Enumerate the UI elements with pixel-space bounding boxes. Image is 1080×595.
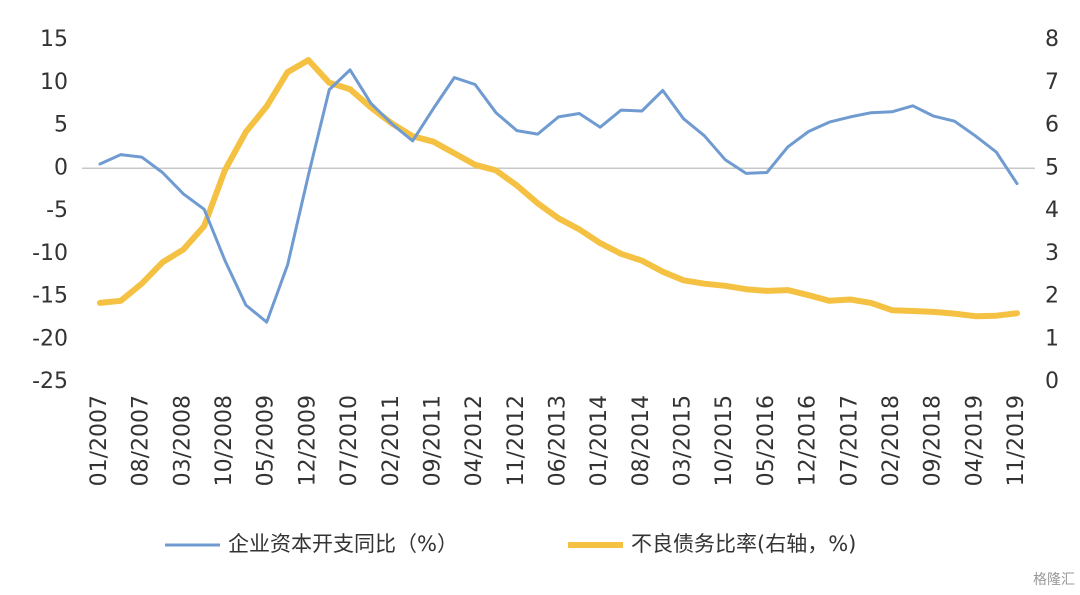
x-tick-label: 10/2008 bbox=[212, 395, 237, 486]
series-line bbox=[98, 68, 1019, 324]
series-line bbox=[97, 57, 1020, 320]
x-tick-label: 02/2018 bbox=[879, 395, 904, 486]
y-tick-label: -5 bbox=[46, 198, 68, 223]
y2-tick-label: 6 bbox=[1045, 113, 1059, 138]
x-tick-label: 08/2014 bbox=[629, 395, 654, 486]
x-tick-label: 04/2019 bbox=[962, 395, 987, 486]
x-tick-label: 11/2019 bbox=[1004, 395, 1029, 486]
x-tick-label: 05/2016 bbox=[754, 395, 779, 486]
x-tick-label: 01/2007 bbox=[87, 395, 112, 486]
y2-tick-label: 0 bbox=[1045, 369, 1059, 394]
y2-tick-label: 2 bbox=[1045, 284, 1059, 309]
y-tick-label: 5 bbox=[54, 113, 68, 138]
y2-tick-label: 1 bbox=[1045, 326, 1059, 351]
x-tick-label: 01/2014 bbox=[587, 395, 612, 486]
y2-tick-label: 5 bbox=[1045, 155, 1059, 180]
x-tick-label: 10/2015 bbox=[712, 395, 737, 486]
y-tick-label: 10 bbox=[40, 70, 68, 95]
x-tick-label: 12/2009 bbox=[295, 395, 320, 486]
legend-label: 不良债务比率(右轴，%) bbox=[631, 532, 856, 556]
x-tick-label: 11/2012 bbox=[504, 395, 529, 486]
y2-tick-label: 4 bbox=[1045, 198, 1059, 223]
y-tick-label: -25 bbox=[32, 369, 68, 394]
watermark: 格隆汇 bbox=[1033, 572, 1075, 588]
x-tick-label: 05/2009 bbox=[254, 395, 279, 486]
x-tick-label: 03/2008 bbox=[170, 395, 195, 486]
y-tick-label: -15 bbox=[32, 284, 68, 309]
x-tick-label: 07/2010 bbox=[337, 395, 362, 486]
legend-label: 企业资本开支同比（%） bbox=[228, 532, 458, 556]
y2-tick-label: 3 bbox=[1045, 241, 1059, 266]
y2-tick-label: 8 bbox=[1045, 27, 1059, 52]
x-tick-label: 07/2017 bbox=[837, 395, 862, 486]
x-tick-label: 06/2013 bbox=[546, 395, 571, 486]
x-tick-label: 08/2007 bbox=[129, 395, 154, 486]
x-tick-label: 03/2015 bbox=[671, 395, 696, 486]
x-tick-label: 12/2016 bbox=[796, 395, 821, 486]
x-tick-label: 04/2012 bbox=[462, 395, 487, 486]
y-tick-label: 0 bbox=[54, 155, 68, 180]
x-tick-label: 09/2011 bbox=[420, 395, 445, 486]
y2-tick-label: 7 bbox=[1045, 70, 1059, 95]
x-tick-label: 02/2011 bbox=[379, 395, 404, 486]
y-tick-label: -20 bbox=[32, 326, 68, 351]
y-tick-label: -10 bbox=[32, 241, 68, 266]
y-tick-label: 15 bbox=[40, 27, 68, 52]
x-tick-label: 09/2018 bbox=[921, 395, 946, 486]
